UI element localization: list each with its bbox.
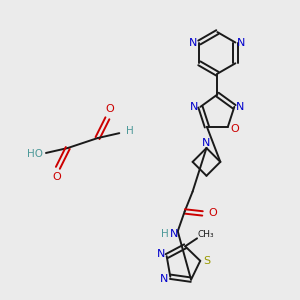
Text: N: N [169,229,178,239]
Text: O: O [52,172,61,182]
Text: HO: HO [27,149,43,159]
Text: O: O [105,104,114,114]
Text: H: H [126,126,134,136]
Text: N: N [190,102,199,112]
Text: N: N [236,102,244,112]
Text: N: N [160,274,169,284]
Text: N: N [237,38,245,47]
Text: CH₃: CH₃ [198,230,214,239]
Text: O: O [208,208,217,218]
Text: N: N [189,38,198,47]
Text: O: O [230,124,239,134]
Text: H: H [161,229,169,239]
Text: N: N [157,249,165,259]
Text: S: S [204,256,211,266]
Text: N: N [202,138,211,148]
